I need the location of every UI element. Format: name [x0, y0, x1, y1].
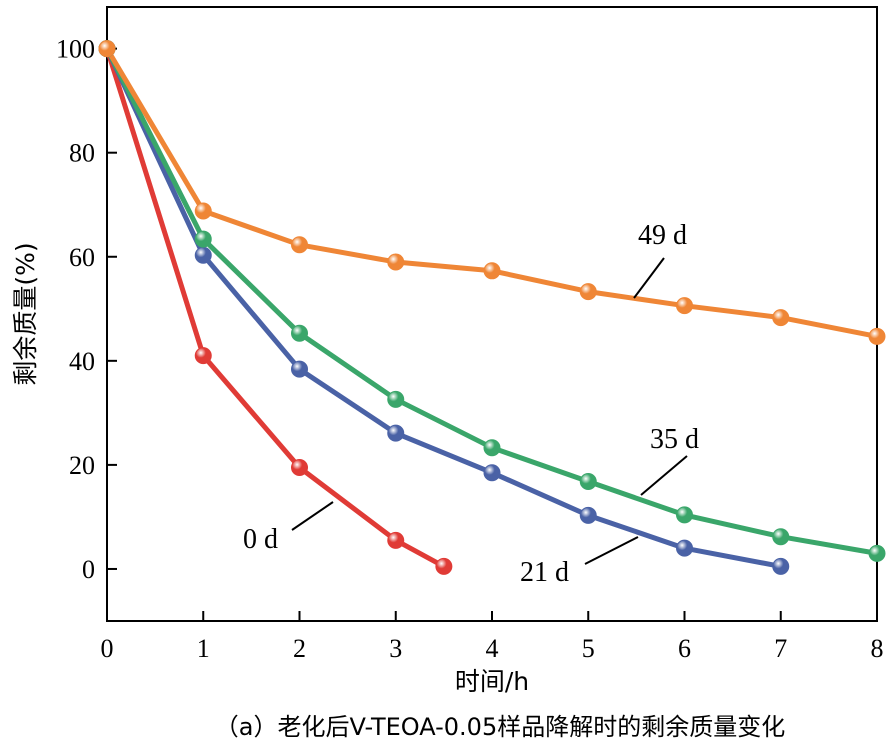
x-axis-title: 时间/h [455, 667, 529, 696]
series-label-leader [584, 536, 639, 565]
series-line-49d [104, 46, 880, 339]
y-axis-title: 剩余质量(%) [11, 242, 40, 385]
data-point [291, 360, 308, 378]
x-tick-label: 1 [197, 634, 210, 663]
data-point [579, 473, 597, 491]
data-point [194, 230, 212, 248]
series-label: 49 d [638, 220, 687, 251]
data-point [387, 531, 405, 549]
x-tick-label: 3 [389, 634, 402, 663]
data-point [435, 557, 453, 575]
x-tick-label: 0 [101, 634, 114, 663]
series-label-leader [291, 501, 334, 531]
series-label: 0 d [243, 524, 278, 555]
data-point [387, 424, 405, 442]
data-point [387, 390, 405, 408]
data-point [291, 324, 308, 342]
data-point [579, 506, 597, 524]
data-point [291, 236, 308, 254]
data-point [387, 253, 405, 271]
x-tick-label: 5 [582, 634, 595, 663]
series-lines [104, 46, 880, 569]
data-point [194, 246, 212, 264]
series-label: 21 d [520, 557, 569, 588]
data-point [868, 327, 886, 345]
series-label-leader [640, 455, 688, 496]
data-point [483, 464, 501, 482]
series-label-leader [633, 257, 665, 299]
data-point [579, 283, 597, 301]
y-tick-label: 60 [69, 243, 95, 272]
figure-caption: （a）老化后V-TEOA-0.05样品降解时的剩余质量变化 [215, 713, 785, 741]
data-point [194, 347, 212, 365]
series-label: 35 d [650, 424, 699, 455]
y-tick-label: 0 [82, 555, 95, 584]
series-line-21d [104, 46, 784, 569]
data-point [772, 309, 790, 327]
x-axis-ticks: 0 1 2 3 4 5 6 7 8 [101, 611, 884, 663]
data-point [676, 539, 693, 557]
data-point [772, 557, 790, 575]
x-tick-label: 4 [486, 634, 499, 663]
y-axis-ticks: 0 20 40 60 80 100 [56, 35, 117, 584]
data-point [483, 262, 501, 280]
y-tick-label: 20 [69, 451, 95, 480]
data-point [98, 40, 116, 58]
data-point [676, 506, 693, 524]
x-tick-label: 2 [293, 634, 306, 663]
data-point [483, 439, 501, 457]
data-point [291, 459, 308, 476]
x-tick-label: 6 [678, 634, 691, 663]
y-tick-label: 100 [56, 35, 95, 64]
series-labels: 0 d 21 d 35 d 49 d [243, 220, 699, 588]
x-tick-label: 8 [871, 634, 884, 663]
series-points [98, 40, 886, 575]
data-point [194, 202, 212, 220]
x-tick-label: 7 [774, 634, 787, 663]
data-point [676, 297, 693, 315]
y-tick-label: 40 [69, 347, 95, 376]
data-point [772, 528, 790, 546]
data-point [868, 544, 886, 562]
y-tick-label: 80 [69, 139, 95, 168]
